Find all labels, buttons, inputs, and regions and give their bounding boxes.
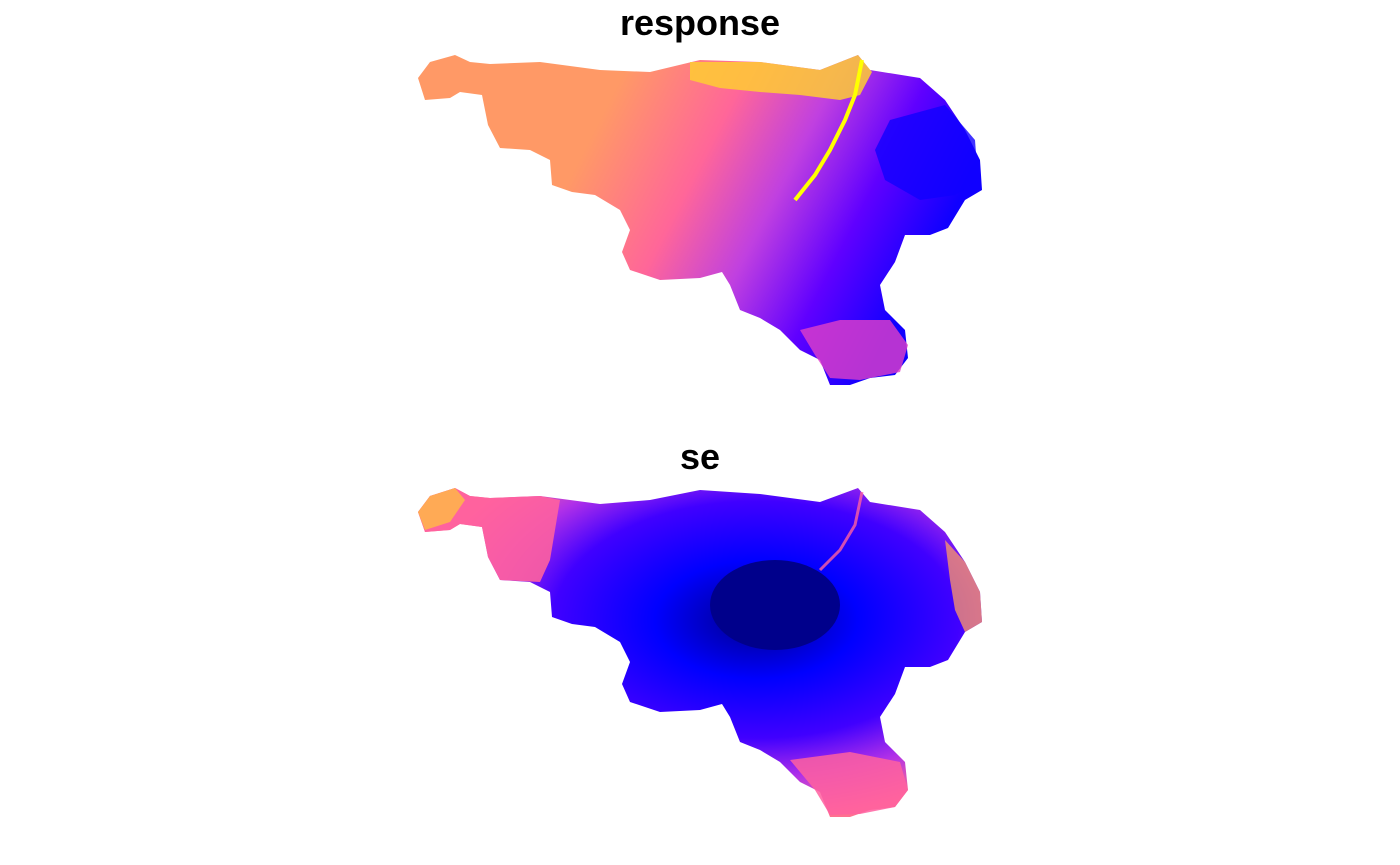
response-high-band <box>690 55 872 100</box>
se-east-edge <box>945 540 982 632</box>
response-south-lobe <box>800 320 908 380</box>
response-yellow-streak <box>793 59 864 202</box>
response-region-shape <box>418 55 982 385</box>
panel-title-se: se <box>679 436 721 477</box>
se-ridge-streak <box>818 491 864 572</box>
se-south-lobe <box>790 752 908 815</box>
response-east-core <box>875 105 978 200</box>
panel-title-response: response <box>619 2 781 43</box>
se-core <box>710 560 840 650</box>
se-map <box>418 488 982 817</box>
response-map <box>418 55 982 385</box>
se-west-tip <box>418 488 465 530</box>
se-region-shape <box>418 488 982 817</box>
